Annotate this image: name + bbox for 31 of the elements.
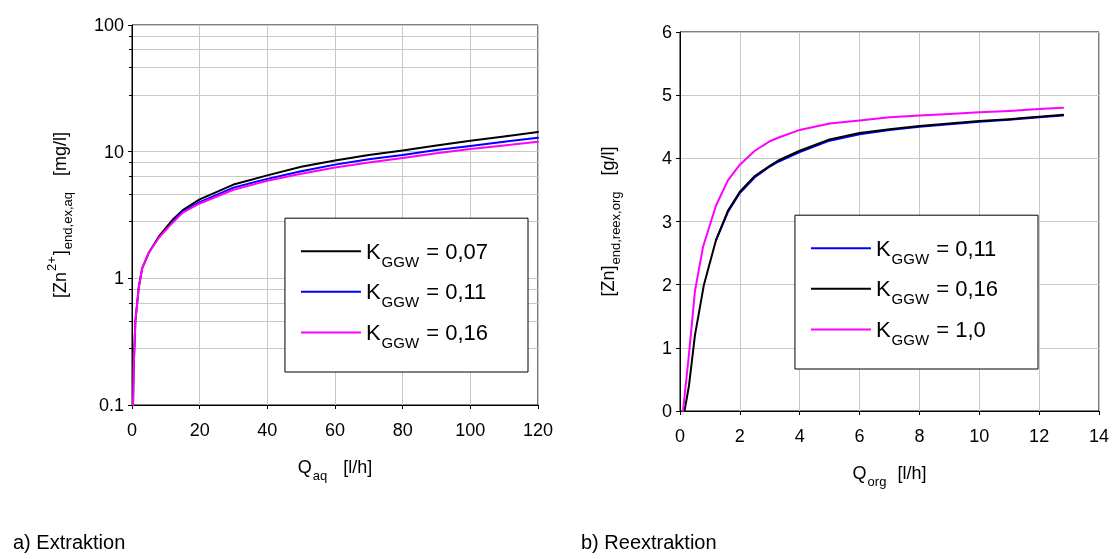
y-tick-label: 1 <box>113 268 124 289</box>
x-tick-label: 40 <box>257 420 278 440</box>
x-tick-label: 0 <box>674 426 686 446</box>
y-tick-label: 2 <box>661 274 672 295</box>
x-tick-label: 12 <box>1029 426 1050 446</box>
text: a) Extraktion <box>13 531 126 553</box>
text: [Zn]end,reex,org [g/l] <box>597 146 623 297</box>
x-tick-label: 2 <box>734 426 745 446</box>
x-tick-label: 4 <box>794 426 805 446</box>
y-tick-label: 6 <box>661 22 672 42</box>
y-tick-label: 0.1 <box>98 395 124 415</box>
x-tick-label: 6 <box>854 426 865 446</box>
x-tick-label: 8 <box>914 426 925 446</box>
y-tick-label: 5 <box>661 85 672 106</box>
x-tick-label: 10 <box>969 426 990 446</box>
text: [Zn2+]end,ex,aq [mg/l] <box>44 132 75 298</box>
y-tick-label: 4 <box>661 148 672 169</box>
text: b) Reextraktion <box>581 531 717 553</box>
x-tick-label: 80 <box>392 420 413 440</box>
x-tick-label: 20 <box>189 420 210 440</box>
y-tick-label: 100 <box>93 15 124 35</box>
x-tick-label: 100 <box>455 420 486 440</box>
x-tick-label: 120 <box>522 420 554 440</box>
x-tick-label: 60 <box>324 420 346 440</box>
line-series <box>171 136 539 223</box>
x-tick-label: 14 <box>1088 426 1109 446</box>
y-tick-label: 0 <box>661 401 672 421</box>
x-tick-label: 0 <box>126 420 138 440</box>
y-tick-label: 1 <box>661 337 672 358</box>
y-tick-label: 3 <box>661 211 672 232</box>
y-tick-label: 10 <box>103 141 124 162</box>
